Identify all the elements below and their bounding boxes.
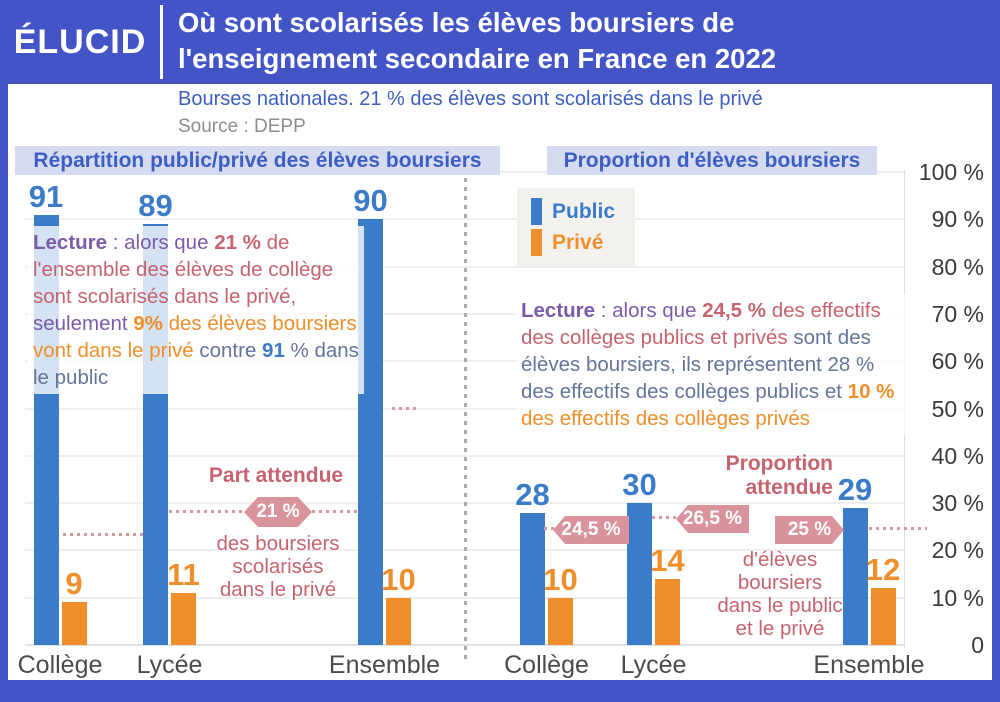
header-bar: ÉLUCID Où sont scolarisés les élèves bou… [0,0,1000,84]
left-border [0,84,8,680]
page-title: Où sont scolarisés les élèves boursiers … [178,5,776,77]
axis-tick-0: 0 [971,632,984,658]
dotted-line-left-a [63,533,143,536]
lecture-segment: : alors que [107,231,215,254]
lecture-segment: des effectifs des collèges publics et pr… [521,299,881,349]
bar-prive-right-2 [870,588,896,645]
axis-tick-30: 30 % [931,490,984,517]
lecture-segment: Lecture [521,299,596,322]
dotted-line-right-b [652,516,678,519]
expected-tag-college: 24,5 % [553,516,629,544]
expected-proportion-desc: d'élèves boursiers dans le public et le … [717,548,843,640]
bar-prive-right-1 [655,578,680,645]
panel-title-left: Répartition public/privé des élèves bour… [15,146,500,175]
bar-prive-left-0 [61,602,87,645]
dotted-line-left-b [169,510,244,513]
lecture-segment: des élèves boursiers vont dans le privé [33,312,357,362]
title-line-2: l'enseignement secondaire en France en 2… [178,43,777,74]
lecture-segment: : alors que [595,299,703,322]
axis-tick-70: 70 % [931,300,984,327]
bar-value-prive-right-2: 12 [865,552,901,588]
expected-share-title: Part attendue [208,464,344,487]
axis-tick-80: 80 % [931,253,984,280]
lecture-note-left: Lecture : alors que 21 % de l'ensemble d… [28,226,364,394]
category-label-left-2: Ensemble [328,651,441,679]
axis-tick-100: 100 % [918,159,984,185]
lecture-segment: de l'ensemble des élèves de collège sont… [33,231,334,308]
logo-text: ÉLUCID [13,22,147,61]
lecture-segment: 9% [133,312,163,335]
expected-tag-lycee: 26,5 % [676,505,749,533]
bar-value-public-right-1: 30 [622,467,657,503]
lecture-segment: % dans le public [33,339,359,389]
bar-prive-left-2 [386,597,411,645]
category-label-right-1: Lycée [620,651,687,679]
axis-tick-10: 10 % [931,584,984,611]
bar-value-public-right-0: 28 [515,476,550,512]
logo: ÉLUCID [0,0,160,84]
dotted-line-left-c [312,510,358,513]
bar-public-right-0 [520,512,545,645]
lecture-note-right: Lecture : alors que 24,5 % des effectifs… [516,294,910,435]
bar-prive-right-0 [548,597,573,645]
lecture-segment: 24,5 % [702,299,767,322]
chart-subtitle: Bourses nationales. 21 % des élèves sont… [178,88,763,110]
legend-swatch-prive [531,229,542,256]
axis-tick-20: 20 % [931,537,984,564]
category-label-left-0: Collège [17,651,103,679]
lecture-segment: Lecture [33,231,108,254]
bar-value-public-left-0: 91 [28,178,64,214]
bar-value-prive-left-0: 9 [65,566,83,602]
lecture-segment: 10 % [847,380,895,403]
category-label-right-0: Collège [504,651,589,679]
bar-value-prive-right-0: 10 [543,561,578,597]
lecture-segment: 91 [262,339,285,362]
axis-tick-50: 50 % [931,395,984,422]
logo-separator [160,5,163,79]
expected-share-desc: des boursiers scolarisés dans le privé [216,532,340,601]
bar-prive-left-1 [171,592,196,645]
category-label-right-2: Ensemble [813,651,925,679]
lecture-segment: contre [199,339,263,362]
bar-public-right-1 [627,503,652,645]
bar-value-prive-left-1: 11 [167,556,200,592]
bar-value-public-left-2: 90 [353,183,388,219]
lecture-segment: seulement [33,312,134,335]
legend: Public Privé [517,188,635,266]
lecture-segment: sont des élèves boursiers, ils représent… [521,326,875,403]
bar-value-public-left-1: 89 [138,188,173,224]
dotted-line-left-d [392,407,416,410]
bar-value-prive-left-2: 10 [381,561,416,597]
panel-title-right: Proportion d'élèves boursiers [547,146,877,175]
footer-bar: www.elucid.media [0,680,1000,702]
panel-separator [464,178,467,662]
bar-value-prive-right-1: 14 [650,542,685,578]
dotted-line-right-c [869,527,927,530]
lecture-segment: 21 % [214,231,261,254]
source-label: Source : DEPP [178,116,306,137]
bar-public-right-2 [842,507,868,645]
title-line-1: Où sont scolarisés les élèves boursiers … [178,7,735,38]
right-border [992,84,1000,680]
expected-tag-ensemble: 25 % [775,516,844,544]
dotted-line-right-a [544,527,556,530]
legend-swatch-public [531,198,542,225]
lecture-segment: des effectifs des collèges privés [521,407,811,430]
axis-tick-40: 40 % [931,442,984,469]
legend-row-prive: Privé [531,229,635,256]
legend-label-prive: Privé [552,230,604,254]
legend-row-public: Public [531,198,635,225]
bar-value-public-right-2: 29 [837,471,873,507]
axis-tick-60: 60 % [931,348,984,375]
category-label-left-1: Lycée [136,651,203,679]
legend-label-public: Public [552,199,616,223]
expected-proportion-title: Proportion attendue [725,452,833,499]
expected-share-badge: 21 % [244,497,312,527]
axis-tick-90: 90 % [931,206,984,233]
